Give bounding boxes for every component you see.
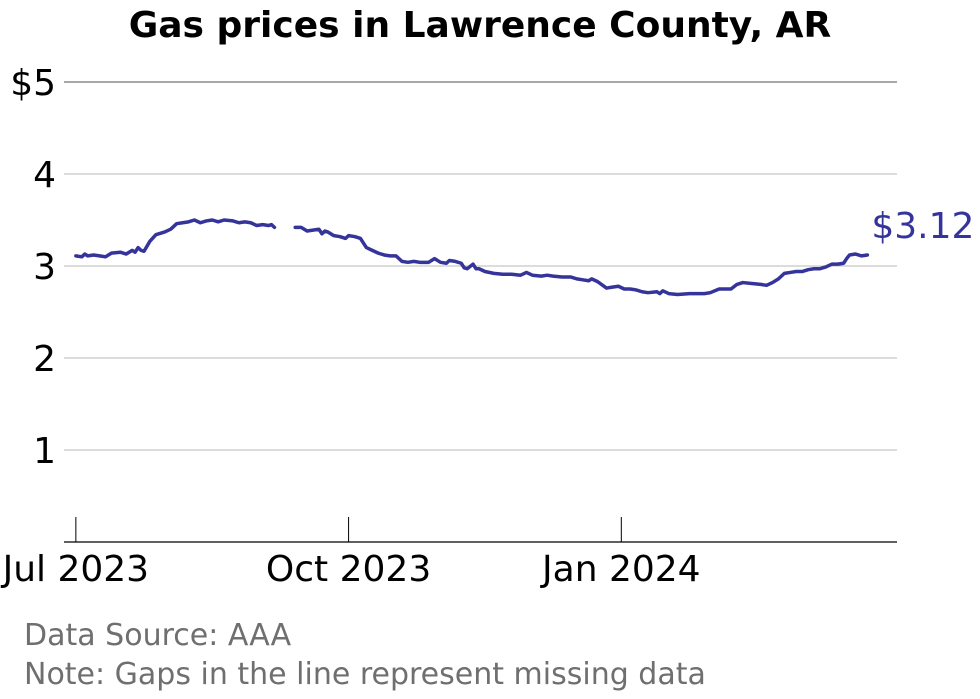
x-tick-label: Jan 2024 xyxy=(540,549,701,590)
price-line-segment xyxy=(293,225,870,297)
missing-data-note: Note: Gaps in the line represent missing… xyxy=(24,657,706,692)
latest-price-label: $3.12 xyxy=(871,206,974,247)
chart-title: Gas prices in Lawrence County, AR xyxy=(129,5,832,46)
y-tick-label: $5 xyxy=(10,63,56,104)
x-axis: Jul 2023 Oct 2023 Jan 2024 xyxy=(1,517,897,590)
price-series xyxy=(74,218,870,297)
y-tick-label: 2 xyxy=(33,339,56,380)
y-axis-tick-labels: $5 4 3 2 1 xyxy=(10,63,56,472)
data-source-note: Data Source: AAA xyxy=(24,618,292,653)
y-tick-label: 3 xyxy=(33,247,56,288)
price-line-segment xyxy=(74,218,277,259)
x-tick-label: Jul 2023 xyxy=(1,549,150,590)
y-tick-label: 4 xyxy=(33,155,56,196)
y-tick-label: 1 xyxy=(33,431,56,472)
x-tick-label: Oct 2023 xyxy=(266,549,431,590)
gridlines xyxy=(64,81,897,451)
